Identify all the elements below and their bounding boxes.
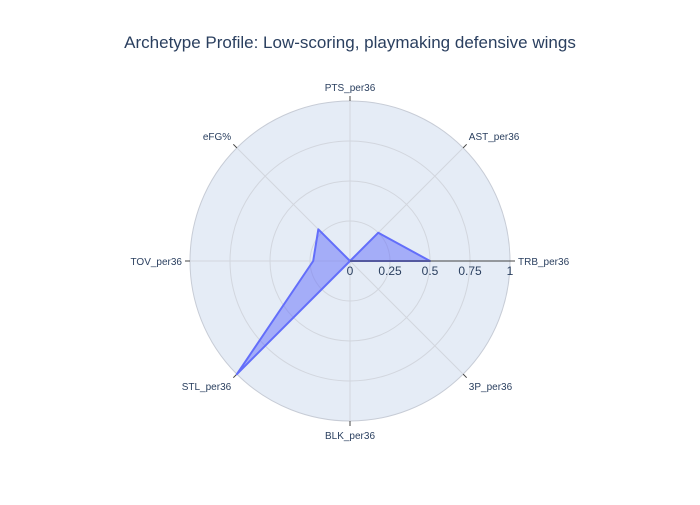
radial-tick-label: 0 [347,264,354,278]
series-area [235,228,431,376]
radial-tick-label: 1 [507,264,514,278]
axis-label-efg-: eFG% [203,132,231,143]
axis-label-tov-per36: TOV_per36 [130,257,182,268]
axis-label-blk-per36: BLK_per36 [325,431,375,442]
chart-title: Archetype Profile: Low-scoring, playmaki… [124,33,576,52]
axis-label-3p-per36: 3P_per36 [469,382,513,393]
axis-label-pts-per36: PTS_per36 [325,83,376,94]
angular-gridline [349,260,464,375]
radial-tick-label: 0.25 [378,264,402,278]
angular-tick [462,373,468,379]
radial-tick-label: 0.75 [458,264,482,278]
axis-label-ast-per36: AST_per36 [469,132,520,143]
angular-tick [462,143,468,149]
axis-label-stl-per36: STL_per36 [182,382,232,393]
radial-tick-label: 0.5 [422,264,439,278]
axis-label-trb-per36: TRB_per36 [518,257,570,268]
angular-tick [232,143,238,149]
